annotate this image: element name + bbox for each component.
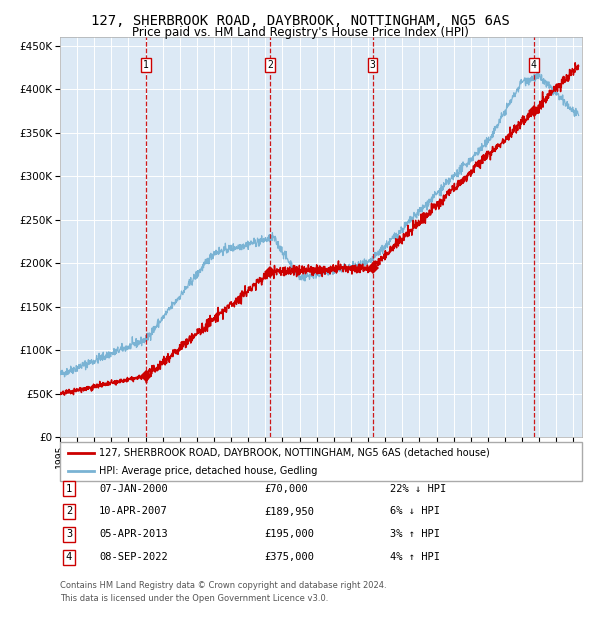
Text: 3: 3	[370, 60, 376, 70]
Text: £375,000: £375,000	[264, 552, 314, 562]
Text: 10-APR-2007: 10-APR-2007	[99, 507, 168, 516]
Text: 1: 1	[66, 484, 72, 494]
Text: 6% ↓ HPI: 6% ↓ HPI	[390, 507, 440, 516]
Text: 08-SEP-2022: 08-SEP-2022	[99, 552, 168, 562]
Text: 127, SHERBROOK ROAD, DAYBROOK, NOTTINGHAM, NG5 6AS: 127, SHERBROOK ROAD, DAYBROOK, NOTTINGHA…	[91, 14, 509, 28]
Text: 22% ↓ HPI: 22% ↓ HPI	[390, 484, 446, 494]
Text: 3: 3	[66, 529, 72, 539]
Text: This data is licensed under the Open Government Licence v3.0.: This data is licensed under the Open Gov…	[60, 593, 328, 603]
Text: £189,950: £189,950	[264, 507, 314, 516]
Text: Price paid vs. HM Land Registry's House Price Index (HPI): Price paid vs. HM Land Registry's House …	[131, 26, 469, 39]
Text: 4: 4	[66, 552, 72, 562]
Text: £70,000: £70,000	[264, 484, 308, 494]
Text: 05-APR-2013: 05-APR-2013	[99, 529, 168, 539]
Text: 2: 2	[267, 60, 273, 70]
Text: HPI: Average price, detached house, Gedling: HPI: Average price, detached house, Gedl…	[99, 466, 317, 476]
Text: 127, SHERBROOK ROAD, DAYBROOK, NOTTINGHAM, NG5 6AS (detached house): 127, SHERBROOK ROAD, DAYBROOK, NOTTINGHA…	[99, 448, 490, 458]
Text: 4% ↑ HPI: 4% ↑ HPI	[390, 552, 440, 562]
Text: 3% ↑ HPI: 3% ↑ HPI	[390, 529, 440, 539]
Text: 4: 4	[531, 60, 536, 70]
Text: £195,000: £195,000	[264, 529, 314, 539]
Text: 2: 2	[66, 507, 72, 516]
FancyBboxPatch shape	[60, 442, 582, 481]
Text: 07-JAN-2000: 07-JAN-2000	[99, 484, 168, 494]
Text: Contains HM Land Registry data © Crown copyright and database right 2024.: Contains HM Land Registry data © Crown c…	[60, 581, 386, 590]
Text: 1: 1	[143, 60, 149, 70]
